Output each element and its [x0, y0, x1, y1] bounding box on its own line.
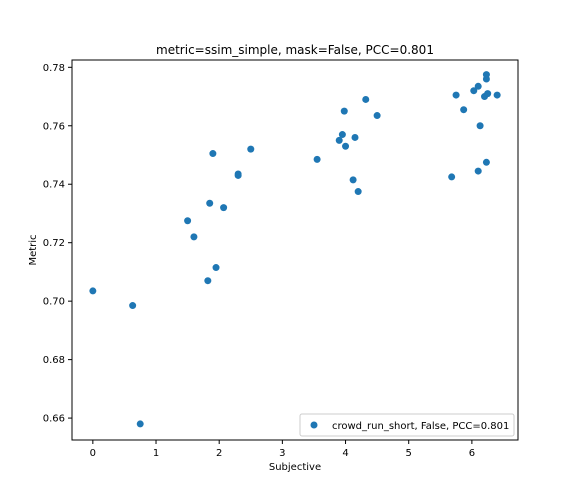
y-tick-label: 0.74	[43, 180, 65, 191]
y-tick-label: 0.78	[43, 63, 65, 74]
x-tick-label: 2	[216, 448, 222, 459]
data-point	[206, 199, 214, 207]
y-tick-label: 0.76	[43, 121, 65, 132]
data-point	[373, 112, 381, 120]
y-tick-label: 0.70	[43, 297, 65, 308]
x-tick-label: 3	[279, 448, 285, 459]
data-point	[247, 145, 255, 153]
data-point	[476, 122, 484, 130]
data-point	[354, 188, 362, 196]
y-axis: 0.66 0.68 0.70 0.72 0.74 0.76 0.78	[43, 63, 72, 425]
y-tick-label: 0.68	[43, 355, 65, 366]
data-point	[349, 176, 357, 184]
data-point	[460, 106, 468, 114]
data-point	[470, 87, 478, 95]
x-axis-label: Subjective	[269, 462, 321, 473]
y-tick-label: 0.66	[43, 414, 65, 425]
x-tick-label: 6	[469, 448, 475, 459]
x-axis: 0 1 2 3 4 5 6	[90, 440, 475, 459]
data-point	[204, 277, 212, 285]
data-point	[493, 91, 501, 99]
data-point	[474, 167, 482, 175]
data-point	[362, 95, 370, 103]
y-tick-label: 0.72	[43, 238, 65, 249]
plot-frame	[71, 59, 519, 441]
data-point	[482, 71, 490, 79]
y-axis-label: Metric	[28, 234, 39, 265]
x-tick-label: 5	[406, 448, 412, 459]
data-point	[136, 420, 144, 428]
data-point	[89, 287, 97, 295]
data-point	[342, 142, 350, 150]
data-point	[351, 133, 359, 141]
data-points	[89, 71, 501, 428]
plot-area: 0 1 2 3 4 5 6 0.66 0.68 0.70 0.72 0.74 0.76 0.78	[43, 59, 519, 459]
legend: crowd_run_short, False, PCC=0.801	[299, 413, 515, 437]
data-point	[313, 155, 321, 163]
data-point	[335, 136, 343, 144]
data-point	[190, 233, 198, 241]
chart-title: metric=ssim_simple, mask=False, PCC=0.80…	[156, 43, 434, 57]
data-point	[338, 131, 346, 139]
data-point	[484, 90, 492, 98]
x-tick-label: 1	[153, 448, 159, 459]
data-point	[340, 107, 348, 115]
data-point	[448, 173, 456, 181]
x-tick-label: 0	[90, 448, 96, 459]
data-point	[220, 204, 228, 212]
data-point	[452, 91, 460, 99]
data-point	[482, 158, 490, 166]
legend-marker	[310, 421, 318, 429]
data-point	[129, 302, 137, 310]
data-point	[184, 217, 192, 225]
data-point	[209, 150, 217, 158]
data-point	[474, 82, 482, 90]
x-tick-label: 4	[342, 448, 348, 459]
legend-label: crowd_run_short, False, PCC=0.801	[332, 421, 509, 432]
legend-box	[299, 413, 515, 437]
data-point	[212, 264, 220, 272]
data-point	[234, 171, 242, 179]
